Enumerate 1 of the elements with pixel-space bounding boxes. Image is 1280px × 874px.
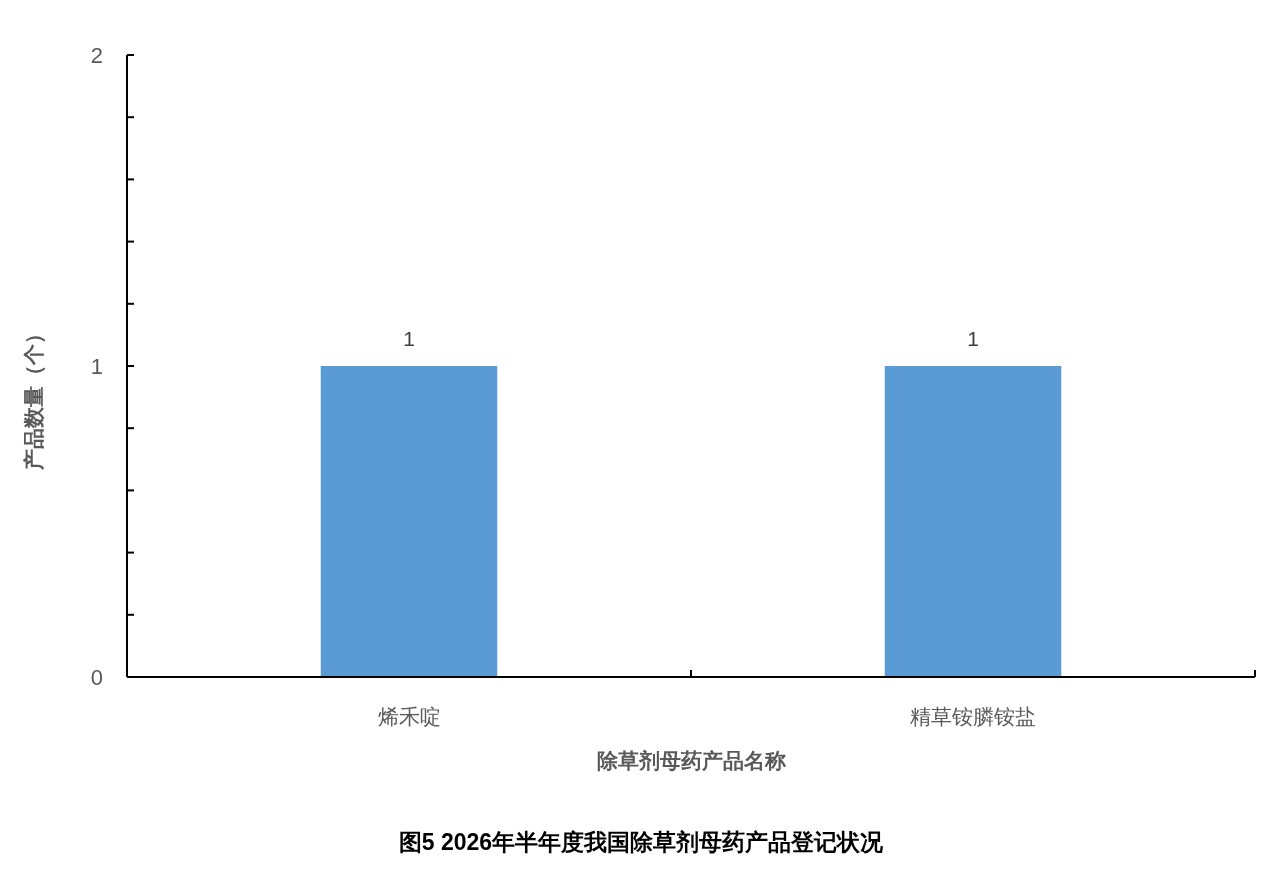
title: 图5 2026年半年度我国除草剂母药产品登记状况 — [398, 829, 884, 855]
